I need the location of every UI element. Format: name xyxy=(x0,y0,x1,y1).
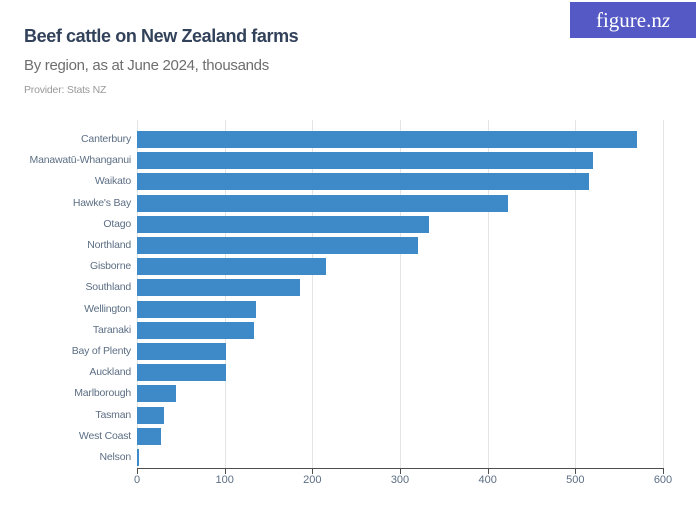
bar-wellington xyxy=(137,301,257,318)
x-axis-tick-300 xyxy=(400,469,401,474)
gridline-200 xyxy=(312,120,314,468)
category-label: Waikato xyxy=(94,175,131,187)
x-tick-label-0: 0 xyxy=(133,474,141,486)
x-tick-label-600: 600 xyxy=(653,474,673,486)
category-label: Marlborough xyxy=(74,387,131,399)
category-label: Otago xyxy=(103,218,131,230)
bar-canterbury xyxy=(137,131,637,148)
bar-west-coast xyxy=(137,428,161,445)
category-label: Northland xyxy=(87,239,131,251)
bar-northland xyxy=(137,237,419,254)
category-label: Nelson xyxy=(99,451,132,463)
bar-tasman xyxy=(137,407,165,424)
x-tick-label-300: 300 xyxy=(390,474,410,486)
gridline-300 xyxy=(400,120,401,468)
x-axis-tick-0 xyxy=(137,469,138,474)
category-label: Taranaki xyxy=(92,324,131,336)
category-label: Southland xyxy=(85,281,132,293)
bar-waikato xyxy=(137,173,590,190)
x-axis-tick-200 xyxy=(312,469,314,474)
bar-southland xyxy=(137,279,301,296)
x-tick-label-400: 400 xyxy=(478,474,497,486)
gridline-400 xyxy=(487,120,489,468)
bar-gisborne xyxy=(137,258,327,275)
category-label: Auckland xyxy=(89,366,131,378)
bar-taranaki xyxy=(137,322,255,339)
bar-hawke-s-bay xyxy=(137,195,508,212)
chart-subtitle: By region, as at June 2024, thousands xyxy=(24,57,269,74)
x-tick-label-100: 100 xyxy=(215,474,234,486)
category-label: West Coast xyxy=(78,430,131,442)
bar-otago xyxy=(137,216,429,233)
x-axis-tick-400 xyxy=(487,469,489,474)
category-label: Wellington xyxy=(84,303,131,315)
category-label: Manawatū-Whanganui xyxy=(29,154,132,166)
x-axis-tick-100 xyxy=(224,469,226,474)
logo-text: figure.nz xyxy=(595,7,671,32)
x-axis-tick-500 xyxy=(575,469,577,474)
category-label: Bay of Plenty xyxy=(71,345,131,357)
gridline-600 xyxy=(663,120,664,468)
x-axis-tick-600 xyxy=(663,469,664,474)
x-tick-label-200: 200 xyxy=(303,474,322,486)
bar-nelson xyxy=(137,449,139,466)
x-axis-line xyxy=(137,468,664,469)
category-label: Hawke's Bay xyxy=(72,197,131,209)
category-label: Tasman xyxy=(95,409,131,421)
category-label: Gisborne xyxy=(89,260,131,272)
bar-marlborough xyxy=(137,385,176,402)
bar-manawat-whanganui xyxy=(137,152,593,169)
page-title: Beef cattle on New Zealand farms xyxy=(24,26,299,46)
category-label: Canterbury xyxy=(81,133,131,145)
gridline-500 xyxy=(575,120,577,468)
x-tick-label-500: 500 xyxy=(566,474,585,486)
provider-credit: Provider: Stats NZ xyxy=(24,84,107,96)
figure-nz-logo[interactable]: figure.nz xyxy=(570,2,696,38)
bar-auckland xyxy=(137,364,226,381)
bar-bay-of-plenty xyxy=(137,343,227,360)
